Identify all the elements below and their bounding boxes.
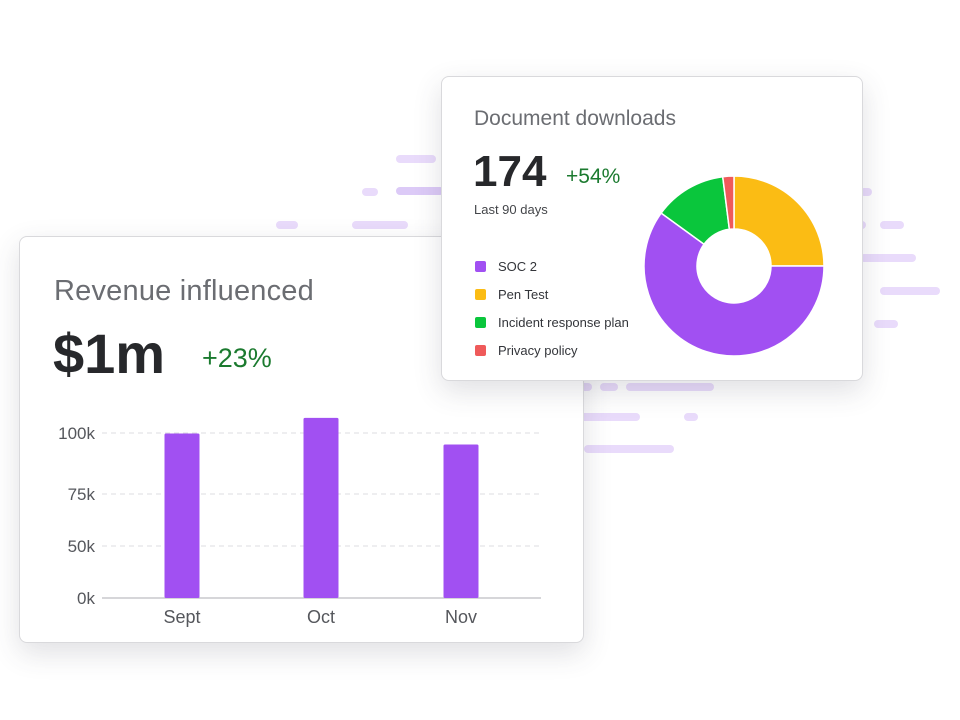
x-tick-label: Nov (445, 607, 477, 627)
revenue-bar-chart: 0k 50k 75k 100k Sept Oct Nov (58, 417, 541, 627)
background-streak (880, 287, 940, 295)
donut-legend: SOC 2 Pen Test Incident response plan Pr… (475, 252, 629, 364)
legend-label: SOC 2 (498, 258, 538, 274)
y-tick-label: 100k (58, 424, 95, 443)
legend-label: Privacy policy (498, 342, 578, 358)
background-streak (684, 413, 698, 421)
background-streak (362, 188, 378, 196)
downloads-value: 174 (473, 147, 547, 196)
revenue-change: +23% (202, 343, 272, 373)
legend-label: Pen Test (498, 286, 549, 302)
background-streak (860, 188, 872, 196)
legend-item: Pen Test (475, 280, 629, 308)
background-streak (880, 221, 904, 229)
downloads-donut-chart (643, 175, 825, 357)
legend-item: Incident response plan (475, 308, 629, 336)
revenue-value: $1m (53, 322, 166, 385)
y-tick-label: 0k (77, 589, 95, 608)
slice-pen-test (733, 175, 825, 267)
background-streak (626, 383, 714, 391)
legend-swatch (475, 344, 486, 356)
background-streak (396, 187, 444, 195)
slice-privacy-policy (721, 175, 735, 231)
legend-swatch (475, 260, 486, 272)
y-tick-label: 75k (68, 485, 96, 504)
bar-sept (164, 433, 200, 598)
background-streak (396, 155, 436, 163)
revenue-title: Revenue influenced (54, 275, 314, 307)
background-streak (860, 254, 916, 262)
slice-soc-2 (643, 212, 825, 357)
legend-label: Incident response plan (498, 314, 629, 330)
legend-item: SOC 2 (475, 252, 629, 280)
downloads-title: Document downloads (474, 107, 676, 130)
legend-swatch (475, 316, 486, 328)
downloads-change: +54% (566, 165, 621, 188)
background-streak (276, 221, 298, 229)
y-tick-label: 50k (68, 537, 96, 556)
x-tick-label: Oct (307, 607, 335, 627)
downloads-card: Document downloads 174 +54% Last 90 days… (441, 76, 863, 381)
background-streak (352, 221, 408, 229)
background-streak (874, 320, 898, 328)
bar-nov (443, 444, 479, 598)
legend-item: Privacy policy (475, 336, 629, 364)
x-tick-label: Sept (163, 607, 200, 627)
background-streak (578, 383, 592, 391)
background-streak (578, 413, 640, 421)
legend-swatch (475, 288, 486, 300)
bar-oct (303, 417, 339, 598)
background-streak (600, 383, 618, 391)
downloads-period: Last 90 days (474, 202, 548, 217)
background-streak (584, 445, 674, 453)
